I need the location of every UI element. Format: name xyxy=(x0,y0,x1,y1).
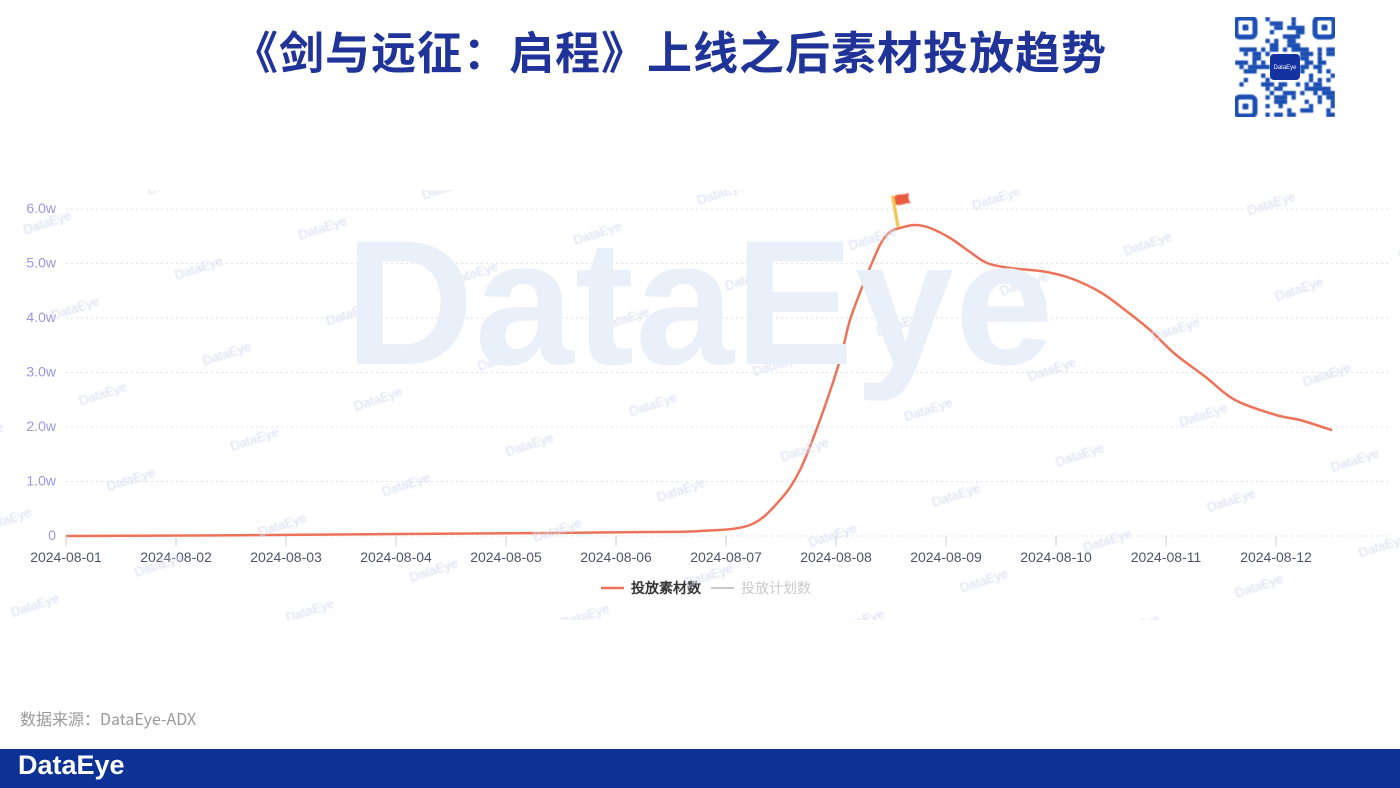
svg-text:DataEye: DataEye xyxy=(1273,65,1297,71)
